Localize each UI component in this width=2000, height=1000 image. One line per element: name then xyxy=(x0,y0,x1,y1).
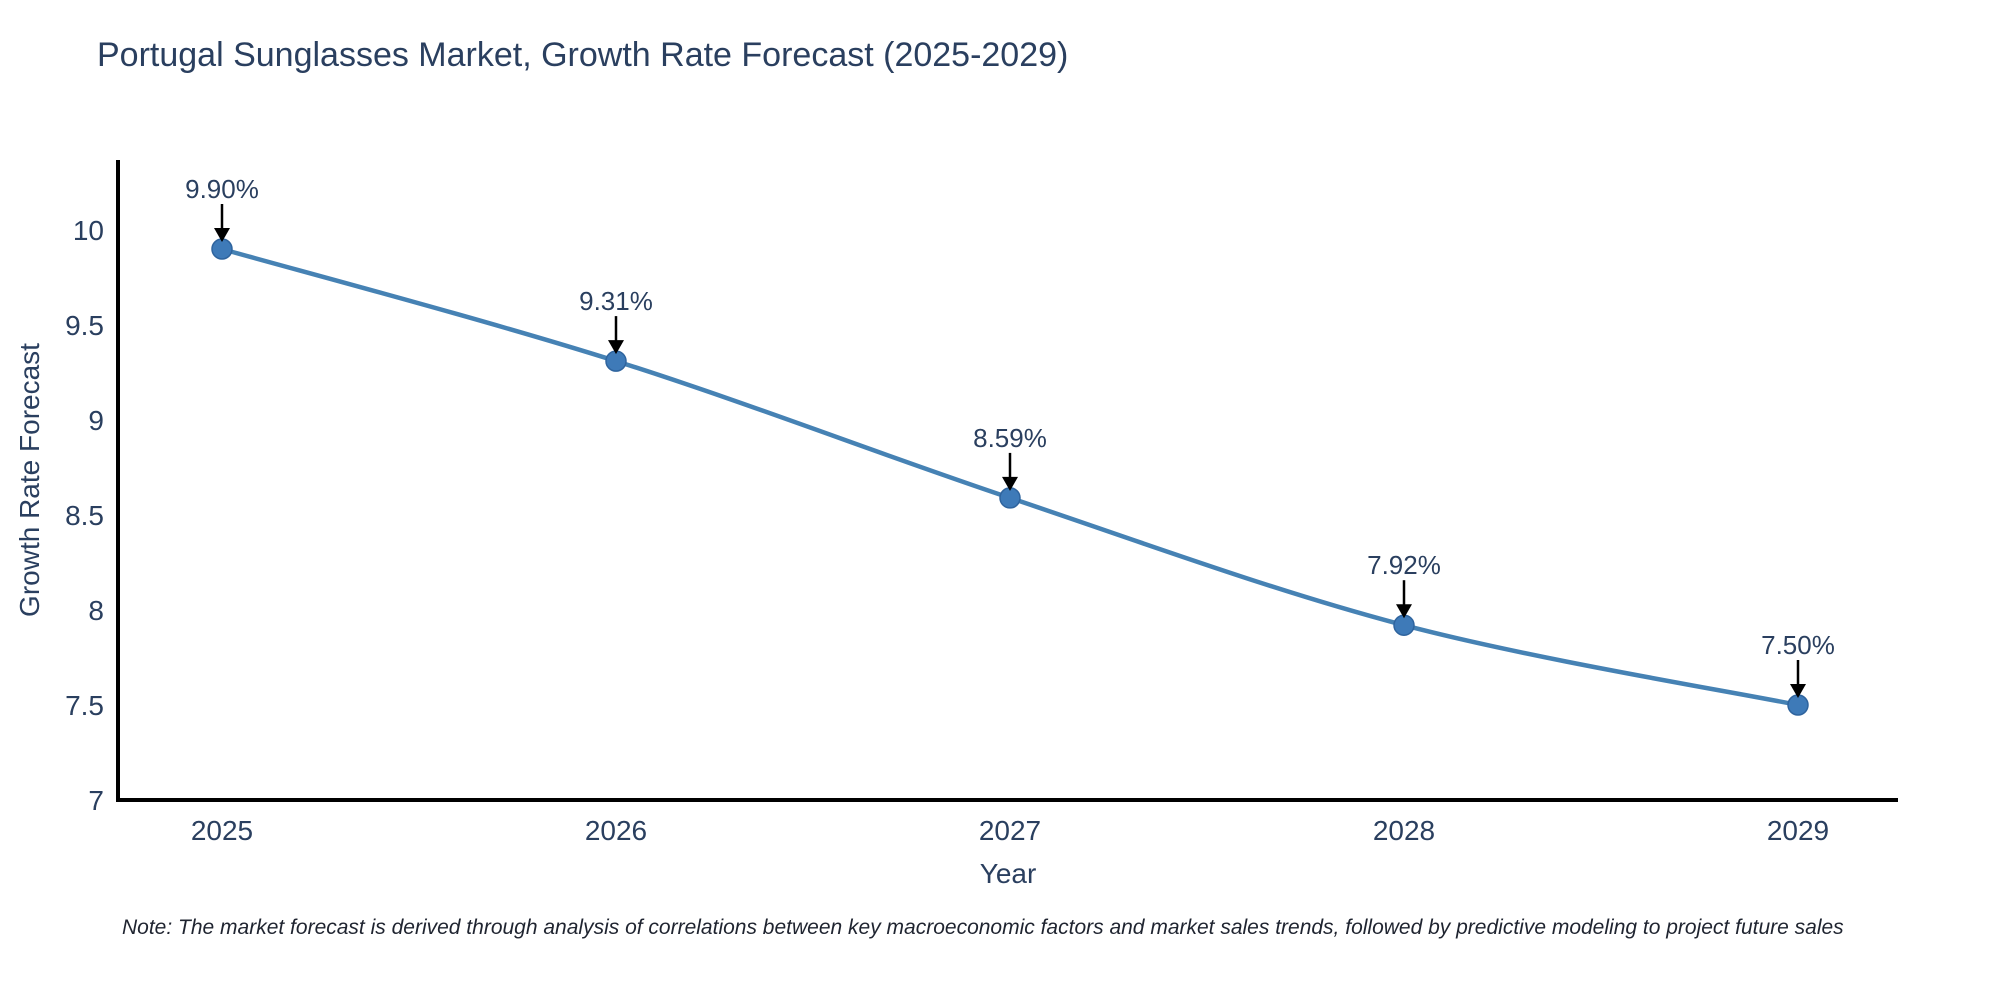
data-point-label: 7.92% xyxy=(1367,550,1441,580)
data-point-label: 9.90% xyxy=(185,174,259,204)
annotation-arrow-head xyxy=(1002,476,1018,491)
y-tick-label: 7 xyxy=(88,785,104,816)
annotation-arrow-head xyxy=(1790,684,1806,698)
y-tick-label: 9 xyxy=(88,405,104,436)
x-tick-label: 2029 xyxy=(1767,815,1829,846)
y-tick-label: 8 xyxy=(88,595,104,626)
y-tick-label: 7.5 xyxy=(65,690,104,721)
data-point-label: 8.59% xyxy=(973,423,1047,453)
annotation-arrow-head xyxy=(1396,604,1412,619)
x-tick-label: 2028 xyxy=(1373,815,1435,846)
x-tick-label: 2025 xyxy=(191,815,253,846)
y-tick-label: 10 xyxy=(73,215,104,246)
chart-footnote: Note: The market forecast is derived thr… xyxy=(122,916,1844,939)
x-tick-label: 2026 xyxy=(585,815,647,846)
y-axis-title: Growth Rate Forecast xyxy=(14,343,45,617)
data-point-label: 9.31% xyxy=(579,286,653,316)
annotation-arrow-head xyxy=(608,340,624,355)
chart-title: Portugal Sunglasses Market, Growth Rate … xyxy=(97,36,1069,74)
annotation-arrow-head xyxy=(214,228,230,242)
x-tick-label: 2027 xyxy=(979,815,1041,846)
x-axis-title: Year xyxy=(979,858,1037,889)
y-tick-label: 9.5 xyxy=(65,310,104,341)
y-tick-label: 8.5 xyxy=(65,500,104,531)
data-point-label: 7.50% xyxy=(1761,630,1835,660)
